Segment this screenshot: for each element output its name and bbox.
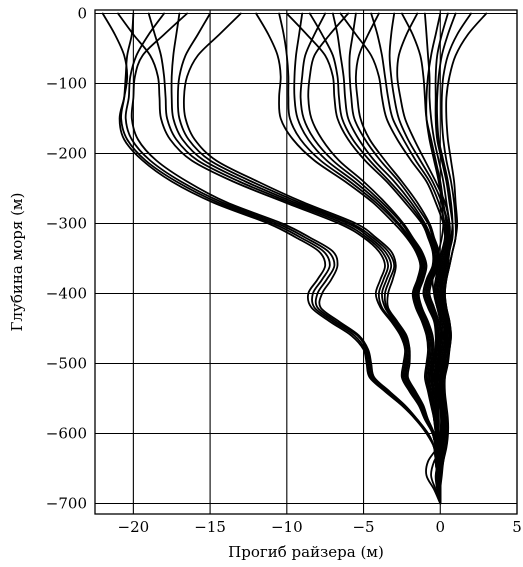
x-tick-label: −15 bbox=[194, 518, 226, 536]
deflection-curve bbox=[285, 12, 442, 505]
deflection-curve bbox=[101, 12, 442, 505]
y-tick-label: −500 bbox=[46, 355, 87, 373]
y-tick-label: −100 bbox=[46, 75, 87, 93]
deflection-curve bbox=[425, 12, 445, 505]
deflection-curve bbox=[430, 12, 457, 505]
y-tick-label: 0 bbox=[77, 5, 87, 23]
y-tick-label: −700 bbox=[46, 495, 87, 513]
deflection-curve bbox=[278, 12, 442, 505]
x-tick-label: 5 bbox=[512, 518, 522, 536]
deflection-curve bbox=[130, 12, 442, 505]
deflection-curve bbox=[434, 12, 488, 505]
x-tick-label: −20 bbox=[118, 518, 150, 536]
y-tick-label: −300 bbox=[46, 215, 87, 233]
y-tick-label: −600 bbox=[46, 425, 87, 443]
x-tick-label: −5 bbox=[352, 518, 374, 536]
deflection-curve bbox=[434, 12, 454, 505]
deflection-curve bbox=[255, 12, 442, 505]
x-axis-label: Прогиб райзера (м) bbox=[228, 543, 384, 561]
x-tick-label: 0 bbox=[435, 518, 445, 536]
x-tick-label: −10 bbox=[271, 518, 303, 536]
y-axis-label: Глубина моря (м) bbox=[8, 193, 26, 332]
deflection-curve bbox=[170, 12, 442, 505]
y-tick-label: −400 bbox=[46, 285, 87, 303]
deflection-curves bbox=[101, 12, 488, 505]
y-tick-label: −200 bbox=[46, 145, 87, 163]
plot-frame bbox=[94, 9, 518, 515]
tick-labels: −20 −15 −10 −5 0 5 0 −100 −200 −300 −400 −500 −600 −7… bbox=[46, 5, 522, 537]
deflection-curve bbox=[354, 12, 442, 505]
deflection-curve bbox=[182, 12, 442, 505]
